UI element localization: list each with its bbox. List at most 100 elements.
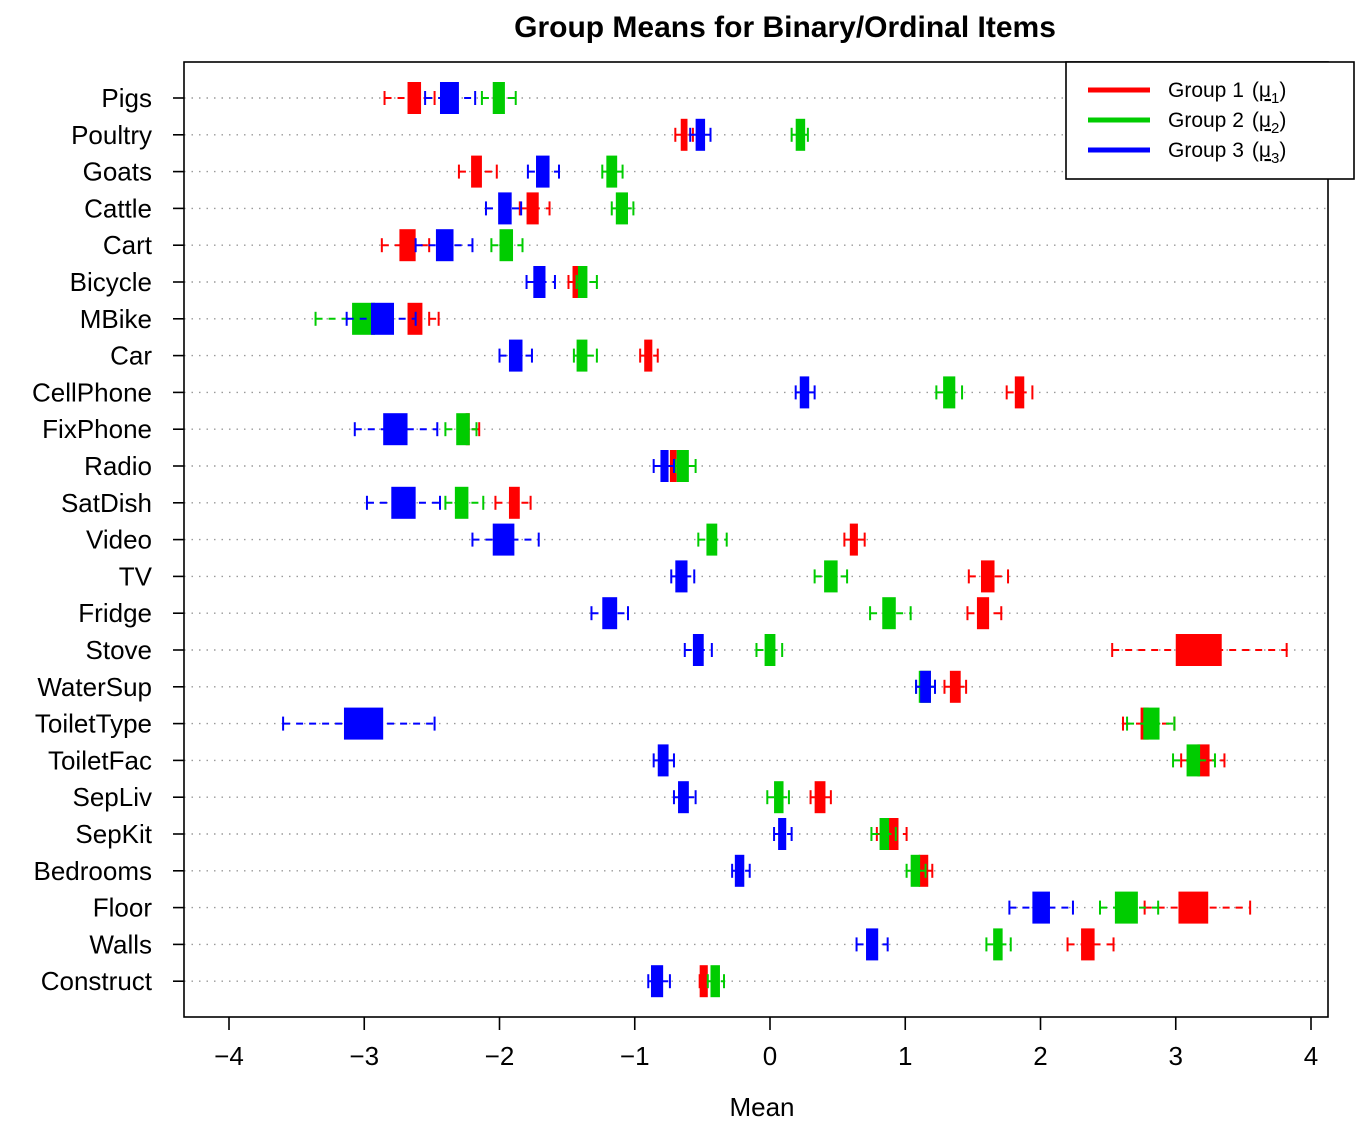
category-label: SatDish [61, 488, 152, 518]
box [508, 486, 520, 519]
box [764, 634, 776, 666]
legend: Group 1 (μ1) Group 2 (μ2) Group 3 (μ3) [1065, 61, 1355, 180]
box [814, 781, 826, 814]
x-tick-label: 1 [898, 1041, 912, 1071]
box [391, 486, 416, 519]
box [498, 192, 512, 225]
category-label: Stove [86, 635, 153, 665]
category-label: Goats [83, 157, 152, 187]
legend-label: Group 1 (μ1) [1168, 79, 1286, 107]
category-label: Construct [41, 966, 153, 996]
box [439, 82, 459, 114]
box [675, 560, 688, 593]
category-label: Walls [89, 929, 152, 959]
box [407, 82, 422, 114]
box [471, 155, 482, 188]
box [606, 155, 618, 188]
box [536, 155, 550, 188]
category-label: Pigs [101, 83, 152, 113]
box [692, 634, 704, 666]
x-tick-label: −1 [620, 1041, 650, 1071]
x-tick-label: 0 [763, 1041, 777, 1071]
box [710, 965, 720, 998]
box [943, 376, 956, 409]
x-tick-label: 2 [1033, 1041, 1047, 1071]
x-axis-label: Mean [729, 1092, 794, 1122]
box [526, 192, 539, 225]
box [678, 781, 689, 814]
box [1014, 376, 1025, 409]
category-label: Fridge [78, 598, 152, 628]
box [920, 670, 931, 703]
box [676, 450, 689, 482]
box [602, 597, 618, 630]
legend-entry-1: Group 1 (μ1) [1088, 79, 1286, 107]
category-label: TV [119, 561, 153, 591]
box [695, 118, 706, 151]
box [1114, 891, 1138, 924]
box [435, 229, 454, 262]
category-label: MBike [80, 304, 152, 334]
box [1175, 634, 1222, 666]
box [1178, 891, 1209, 924]
box [799, 376, 810, 409]
box [650, 965, 664, 998]
box [976, 597, 990, 630]
box [615, 192, 628, 225]
legend-entry-3: Group 3 (μ3) [1088, 139, 1286, 167]
box [660, 450, 669, 482]
box [371, 302, 395, 335]
box [882, 597, 896, 630]
category-label: Cart [103, 230, 153, 260]
box [795, 118, 806, 151]
x-tick-label: −2 [485, 1041, 515, 1071]
box [734, 854, 745, 887]
box [454, 486, 469, 519]
box [1081, 928, 1095, 961]
category-label: Poultry [71, 120, 152, 150]
box [824, 560, 838, 593]
category-label: Bicycle [70, 267, 152, 297]
category-label: Bedrooms [34, 856, 153, 886]
box [778, 818, 787, 850]
box [680, 118, 688, 151]
box [1143, 707, 1160, 740]
box [343, 707, 384, 740]
data-boxes [282, 82, 1288, 998]
category-label: ToiletFac [48, 745, 152, 775]
box [849, 523, 858, 556]
box [533, 266, 546, 298]
x-axis: −4 −3 −2 −1 0 1 2 3 4 [214, 1017, 1318, 1071]
box [949, 670, 961, 703]
legend-label: Group 2 (μ2) [1168, 109, 1286, 137]
box [577, 266, 588, 298]
box [1032, 891, 1050, 924]
box [644, 339, 653, 372]
plot-frame [183, 61, 1329, 1018]
box [706, 523, 718, 556]
category-label: FixPhone [42, 414, 152, 444]
chart-title: Group Means for Binary/Ordinal Items [514, 11, 1056, 44]
box [699, 965, 708, 998]
x-tick-label: −3 [349, 1041, 379, 1071]
box [889, 818, 899, 850]
category-label: SepKit [75, 819, 152, 849]
grid-lines [184, 97, 1328, 982]
category-label: Radio [84, 451, 152, 481]
box [508, 339, 523, 372]
box [993, 928, 1003, 961]
x-tick-label: 3 [1169, 1041, 1183, 1071]
box [910, 854, 921, 887]
legend-label: Group 3 (μ3) [1168, 139, 1286, 167]
box [1186, 744, 1201, 777]
series-2 [314, 82, 1216, 998]
box [980, 560, 995, 593]
box [576, 339, 588, 372]
box [866, 928, 879, 961]
category-label: CellPhone [32, 377, 152, 407]
category-label: WaterSup [37, 672, 152, 702]
box [456, 413, 470, 446]
x-tick-label: −4 [214, 1041, 244, 1071]
category-label: Cattle [84, 193, 152, 223]
